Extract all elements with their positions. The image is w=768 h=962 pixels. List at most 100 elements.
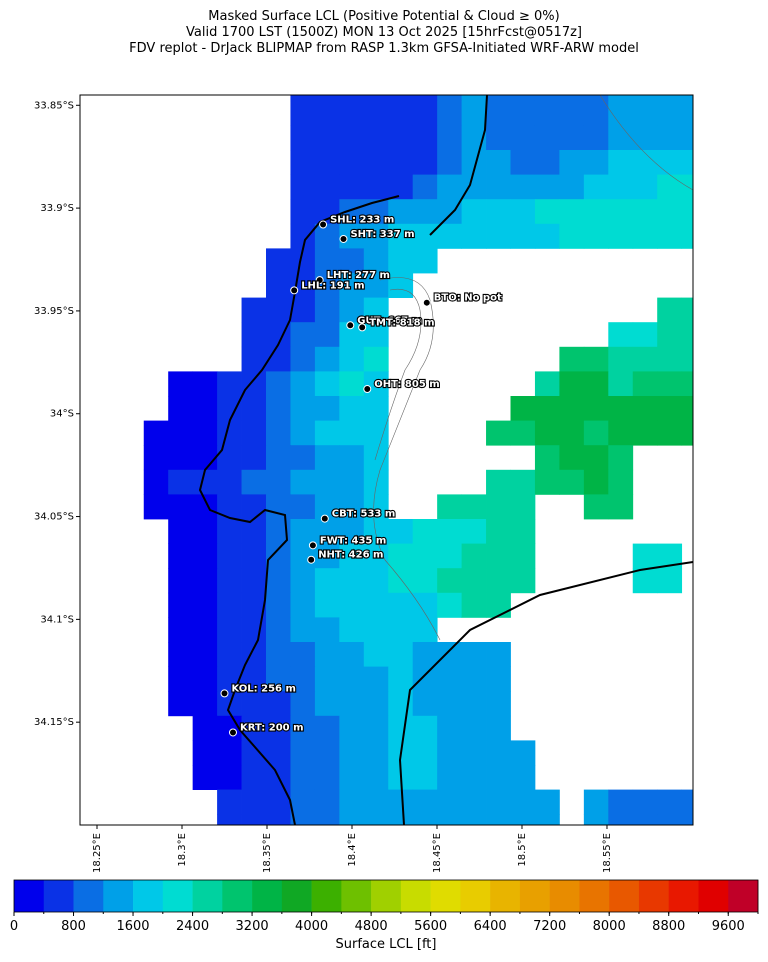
lcl-cell xyxy=(486,789,511,815)
lcl-cell xyxy=(241,765,267,790)
lcl-cell xyxy=(314,371,340,397)
lcl-cell xyxy=(168,642,194,667)
x-tick-label: 18.45°E xyxy=(432,833,443,873)
lcl-cell xyxy=(314,519,340,544)
lcl-cell xyxy=(192,371,218,397)
lcl-cell xyxy=(314,322,340,348)
lcl-cell xyxy=(363,297,389,323)
lcl-cell xyxy=(412,568,438,594)
lcl-cell xyxy=(363,592,389,618)
lcl-cell xyxy=(266,568,291,594)
lcl-cell xyxy=(363,469,389,495)
lcl-cell xyxy=(266,469,291,495)
lcl-cell xyxy=(363,740,389,766)
lcl-cell xyxy=(657,223,683,249)
lcl-cell xyxy=(168,494,194,520)
colorbar-segment xyxy=(281,880,312,912)
lcl-cell xyxy=(290,396,316,421)
lcl-cell xyxy=(583,469,609,495)
lcl-cell xyxy=(510,125,536,151)
lcl-cell xyxy=(486,469,511,495)
lcl-cell xyxy=(363,248,389,274)
lcl-cell xyxy=(363,223,389,249)
lcl-cell xyxy=(657,297,683,323)
lcl-cell xyxy=(339,174,365,200)
lcl-cell xyxy=(192,642,218,667)
lcl-cell xyxy=(486,100,511,126)
lcl-cell xyxy=(339,494,365,520)
lcl-cell xyxy=(583,199,609,225)
lcl-cell xyxy=(266,740,291,766)
lcl-cell xyxy=(143,469,169,495)
lcl-cell xyxy=(412,543,438,569)
lcl-cell xyxy=(412,519,438,544)
lcl-cell xyxy=(486,125,511,151)
colorbar-tick-label: 2400 xyxy=(176,919,209,934)
lcl-cell xyxy=(461,765,487,790)
lcl-cell xyxy=(559,445,585,471)
colorbar-tick-label: 9600 xyxy=(712,919,745,934)
x-tick-label: 18.5°E xyxy=(517,833,528,867)
lcl-cell xyxy=(168,666,194,692)
lcl-cell xyxy=(437,789,462,815)
lcl-cell xyxy=(339,617,365,643)
lcl-cell xyxy=(461,592,487,618)
x-tick-label: 18.3°E xyxy=(177,833,188,867)
lcl-cell xyxy=(632,322,658,348)
lcl-cell xyxy=(388,223,414,249)
lcl-cell xyxy=(266,297,291,323)
lcl-cell xyxy=(168,371,194,397)
lcl-cell xyxy=(412,199,438,225)
lcl-cell xyxy=(583,346,609,372)
lcl-cell xyxy=(608,100,634,126)
colorbar-segment xyxy=(14,880,45,912)
lcl-cell xyxy=(363,273,389,298)
lcl-cell xyxy=(290,814,316,825)
lcl-cell xyxy=(290,297,316,323)
y-tick-label: 34.1°S xyxy=(40,614,74,625)
lcl-cell xyxy=(192,519,218,544)
lcl-cell xyxy=(290,592,316,618)
lcl-cell xyxy=(290,346,316,372)
lcl-cell xyxy=(608,814,634,825)
lcl-cell xyxy=(461,199,487,225)
lcl-cell xyxy=(217,568,242,594)
lcl-cell xyxy=(486,174,511,200)
lcl-cell xyxy=(412,223,438,249)
colorbar-segment xyxy=(103,880,134,912)
lcl-cell xyxy=(266,691,291,717)
lcl-cell xyxy=(266,346,291,372)
colorbar-tick-label: 3200 xyxy=(236,919,269,934)
lcl-cell xyxy=(461,715,487,741)
lcl-cell xyxy=(363,543,389,569)
lcl-cell xyxy=(510,789,536,815)
lcl-cell xyxy=(314,543,340,569)
lcl-cell xyxy=(559,223,585,249)
lcl-cell xyxy=(486,543,511,569)
lcl-cell xyxy=(583,494,609,520)
lcl-cell xyxy=(559,469,585,495)
colorbar-segment xyxy=(609,880,640,912)
lcl-cell xyxy=(314,617,340,643)
colorbar-segment xyxy=(43,880,74,912)
lcl-cell xyxy=(290,617,316,643)
lcl-cell xyxy=(266,371,291,397)
lcl-cell xyxy=(266,814,291,825)
lcl-cell xyxy=(266,592,291,618)
lcl-cell xyxy=(388,248,414,274)
station-marker xyxy=(320,514,329,523)
lcl-cell xyxy=(266,666,291,692)
lcl-cell xyxy=(314,248,340,274)
lcl-cell xyxy=(217,592,242,618)
lcl-cell xyxy=(657,150,683,175)
lcl-cell xyxy=(339,150,365,175)
lcl-cell xyxy=(339,346,365,372)
lcl-cell xyxy=(241,445,267,471)
lcl-cell xyxy=(534,445,560,471)
lcl-cell xyxy=(339,765,365,790)
lcl-cell xyxy=(657,371,683,397)
lcl-cell xyxy=(486,519,511,544)
lcl-cell xyxy=(290,445,316,471)
lcl-cell xyxy=(583,150,609,175)
lcl-cell xyxy=(559,396,585,421)
